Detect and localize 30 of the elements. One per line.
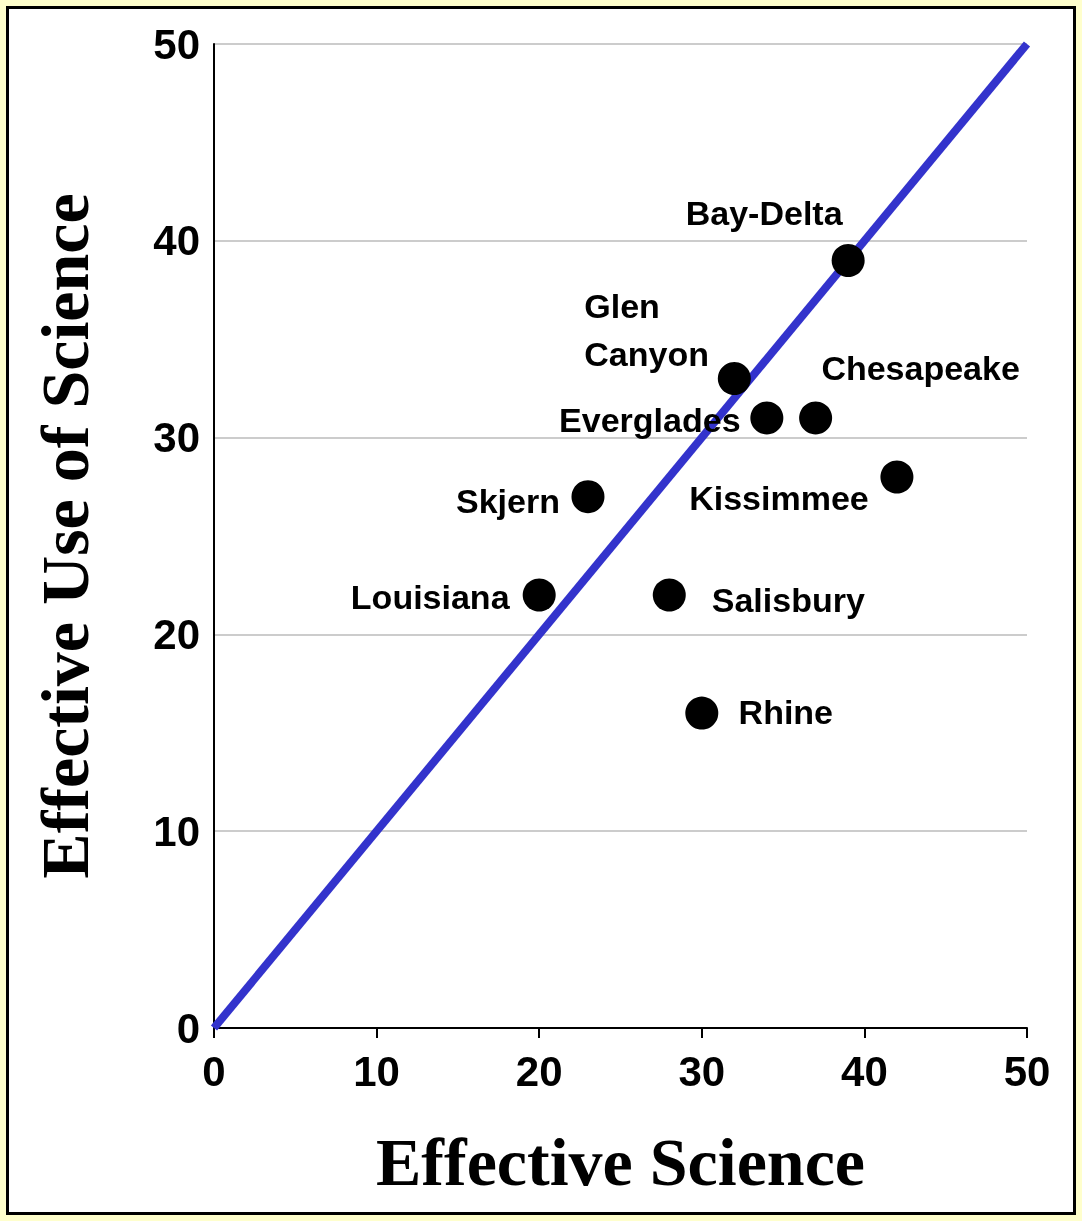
x-tick-label: 30 bbox=[678, 1047, 726, 1095]
y-axis-title: Effective Use of Science bbox=[27, 193, 103, 879]
point bbox=[880, 460, 914, 494]
point bbox=[831, 243, 865, 277]
y-tick-label: 40 bbox=[153, 217, 200, 265]
point bbox=[522, 578, 556, 612]
annotation: Louisiana bbox=[350, 578, 511, 617]
point bbox=[685, 696, 719, 730]
annotation: Skjern bbox=[456, 481, 560, 520]
x-axis-title: Effective Science bbox=[376, 1124, 865, 1200]
x-tick-label: 40 bbox=[841, 1047, 888, 1095]
annotation: Kissimmee bbox=[689, 478, 869, 517]
annotation: Rhine bbox=[738, 693, 834, 732]
y-tick-label: 20 bbox=[153, 610, 200, 658]
point bbox=[571, 480, 605, 514]
y-tick-label: 0 bbox=[176, 1004, 200, 1052]
annotation: Glen Canyon bbox=[584, 286, 710, 373]
x-tick-label: 50 bbox=[1003, 1047, 1051, 1095]
x-tick-label: 10 bbox=[353, 1047, 400, 1095]
y-tick-label: 10 bbox=[153, 807, 200, 855]
y-tick-label: 50 bbox=[153, 20, 200, 68]
annotation: Bay-Delta bbox=[685, 194, 844, 233]
point bbox=[750, 401, 784, 435]
annotation: Salisbury bbox=[711, 581, 865, 620]
point bbox=[652, 578, 686, 612]
y-tick-label: 30 bbox=[153, 414, 200, 462]
point bbox=[799, 401, 833, 435]
annotation: Chesapeake bbox=[821, 348, 1020, 387]
point bbox=[717, 362, 751, 396]
x-tick-label: 20 bbox=[515, 1047, 563, 1095]
